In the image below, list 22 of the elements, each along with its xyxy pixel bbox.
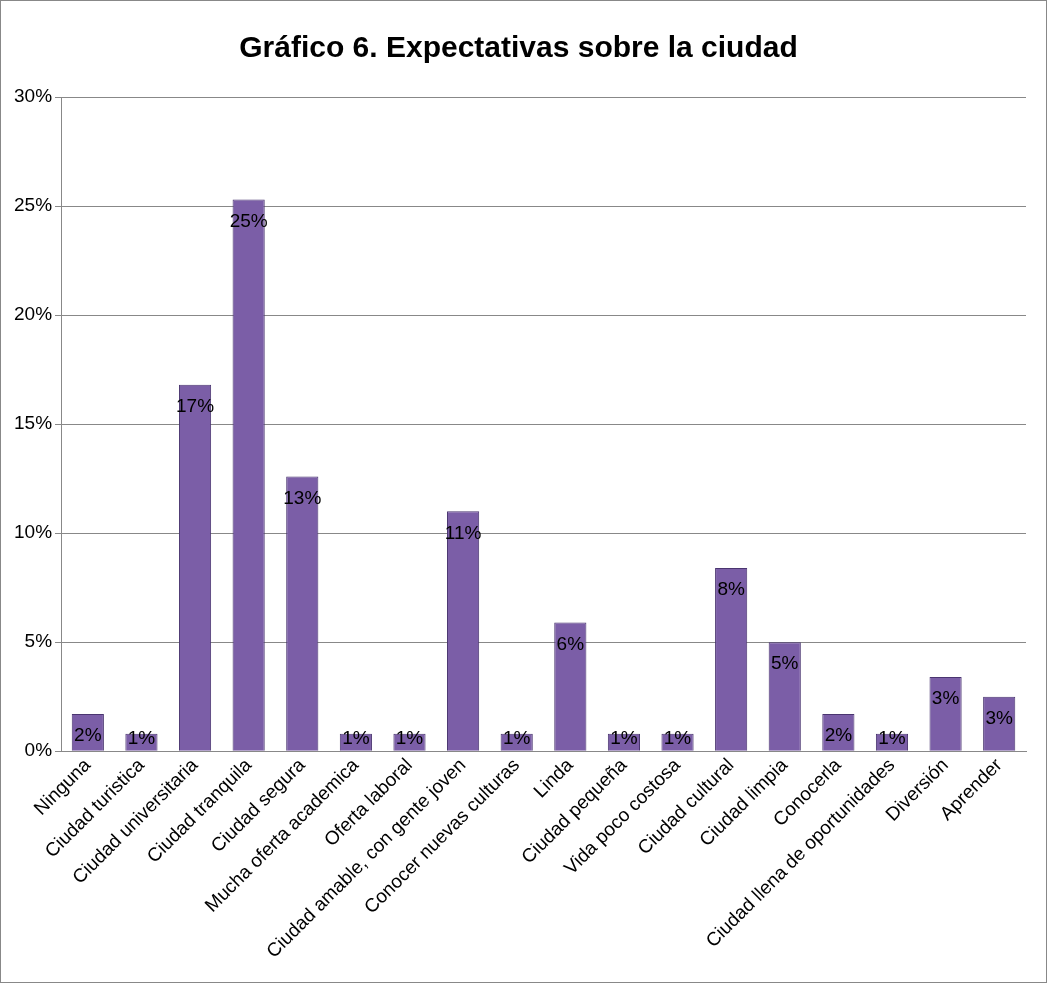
data-label: 2% <box>74 724 102 746</box>
data-label: 1% <box>395 727 424 749</box>
data-label: 6% <box>556 632 585 654</box>
y-tick-label: 20% <box>14 303 53 325</box>
data-label: 3% <box>985 706 1014 728</box>
data-label: 1% <box>502 727 531 749</box>
y-tick-label: 0% <box>24 739 53 761</box>
data-label: 8% <box>717 578 745 600</box>
y-tick-label: 10% <box>14 521 53 543</box>
y-tick-label: 5% <box>24 630 53 652</box>
data-label: 1% <box>610 727 638 749</box>
y-tick-label: 15% <box>14 412 53 434</box>
y-tick-label: 30% <box>14 85 53 107</box>
y-tick-label: 25% <box>14 194 53 216</box>
data-label: 5% <box>771 652 799 674</box>
data-label: 1% <box>342 727 370 749</box>
data-label: 3% <box>931 687 960 709</box>
chart-title: Gráfico 6. Expectativas sobre la ciudad <box>239 30 798 64</box>
data-label: 1% <box>878 727 906 749</box>
data-label: 2% <box>824 724 853 746</box>
data-label: 1% <box>127 727 156 749</box>
data-label: 1% <box>663 727 692 749</box>
